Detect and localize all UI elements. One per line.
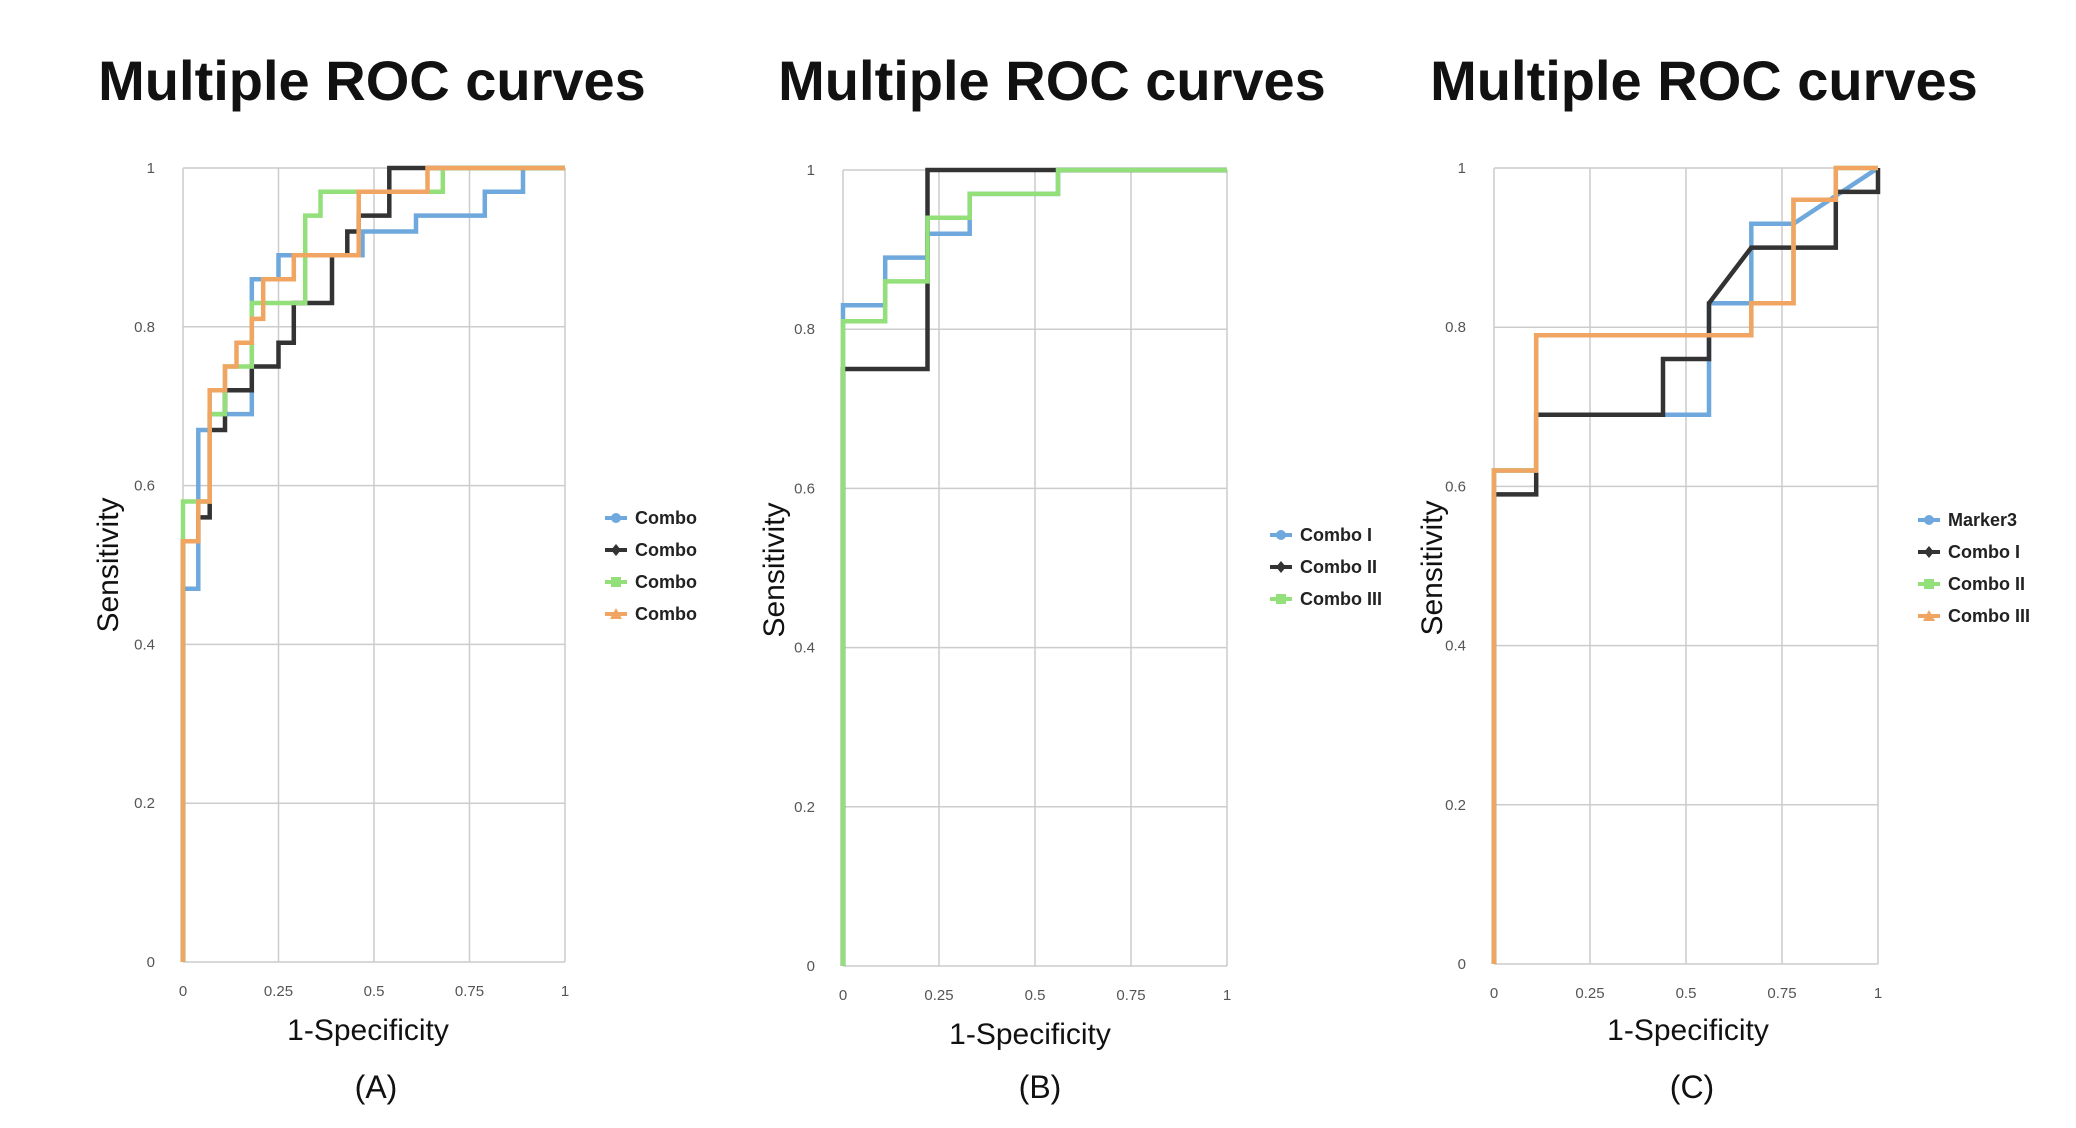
legend-marker [1276, 561, 1286, 573]
y-tick-label: 0.8 [134, 319, 155, 336]
x-tick-label: 0 [1490, 985, 1498, 1002]
x-tick-label: 0.25 [1575, 985, 1604, 1002]
ticks: 0 0.25 0.5 0.75 1 0 0.2 0.4 0.6 0.8 1 [134, 160, 569, 1000]
ticks: 0 0.25 0.5 0.75 1 0 0.2 0.4 0.6 0.8 1 [1445, 160, 1882, 1002]
legend-label: Combo III [635, 572, 700, 592]
legend-item: Combo I [1918, 542, 2020, 562]
legend-label: Combo II [1300, 557, 1377, 577]
y-tick-label: 0.2 [134, 795, 155, 812]
y-tick-label: 0.4 [1445, 638, 1466, 655]
chart-title: Multiple ROC curves [98, 49, 646, 112]
x-axis-label: 1-Specificity [949, 1018, 1111, 1051]
y-axis-label: Sensitivity [92, 497, 125, 632]
legend-marker [1923, 610, 1935, 621]
legend-label: Combo I [635, 508, 700, 528]
y-tick-label: 0.2 [794, 799, 815, 816]
legend-marker [610, 608, 622, 619]
x-tick-label: 1 [1223, 987, 1231, 1004]
legend-marker [1924, 579, 1934, 589]
x-axis-label: 1-Specificity [1607, 1014, 1769, 1047]
grid [182, 167, 566, 963]
legend-marker [611, 577, 621, 587]
legend-item: Combo II [1270, 557, 1377, 577]
legend-label: Combo II [635, 540, 700, 560]
y-axis-label: Sensitivity [758, 502, 791, 637]
legend-marker [1924, 515, 1934, 525]
x-tick-label: 1 [561, 983, 569, 1000]
x-tick-label: 0 [179, 983, 187, 1000]
x-tick-label: 1 [1874, 985, 1882, 1002]
roc-curve-combo-iii [840, 167, 1227, 966]
x-tick-label: 0.75 [455, 983, 484, 1000]
y-tick-label: 0 [1458, 956, 1466, 973]
legend-item: Combo III [1270, 589, 1382, 609]
y-tick-label: 0 [807, 958, 815, 975]
legend: Combo I Combo II Combo III [1270, 525, 1382, 609]
panel-caption: (A) [355, 1069, 398, 1105]
grid [842, 169, 1228, 967]
y-tick-label: 0.4 [134, 636, 155, 653]
x-tick-label: 0.5 [364, 983, 385, 1000]
legend-item: Marker3 [1918, 510, 2017, 530]
legend-item: Combo I [1270, 525, 1372, 545]
legend: Combo I Combo II Combo III Combo IV [605, 508, 700, 624]
legend-item: Combo II [605, 540, 700, 560]
y-tick-label: 1 [807, 162, 815, 179]
y-tick-label: 0.2 [1445, 797, 1466, 814]
grid [1493, 167, 1879, 965]
legend-item: Combo III [605, 572, 700, 592]
roc-panel-b: Multiple ROC curves 0 0.25 0.5 0.75 1 0 0.2 0.4… [758, 49, 1382, 1105]
panel-caption: (C) [1670, 1069, 1714, 1105]
legend-marker [1276, 530, 1286, 540]
legend-label: Combo II [1948, 574, 2025, 594]
y-tick-label: 0.8 [1445, 319, 1466, 336]
chart-title: Multiple ROC curves [778, 49, 1326, 112]
curves [1491, 165, 1881, 964]
y-tick-label: 1 [147, 160, 155, 177]
legend-label: Combo IV [635, 604, 700, 624]
y-tick-label: 0 [147, 954, 155, 971]
roc-panel-c: Multiple ROC curves 0 0.25 0.5 0.75 1 0 0.2 0.4… [1416, 49, 2030, 1105]
x-tick-label: 0.5 [1025, 987, 1046, 1004]
x-tick-label: 0.25 [924, 987, 953, 1004]
roc-panel-a: Multiple ROC curves 0 0.25 0.5 0.75 1 0 0.2 0.4… [92, 49, 700, 1105]
y-tick-label: 0.6 [1445, 478, 1466, 495]
roc-curve-combo-i [180, 165, 565, 962]
y-tick-label: 0.6 [794, 480, 815, 497]
x-tick-label: 0.25 [264, 983, 293, 1000]
y-tick-label: 0.8 [794, 321, 815, 338]
curves [840, 167, 1227, 966]
roc-curve-combo-iv [180, 165, 565, 962]
legend-marker [1276, 594, 1286, 604]
y-tick-label: 1 [1458, 160, 1466, 177]
x-tick-label: 0.75 [1767, 985, 1796, 1002]
legend-item: Combo II [1918, 574, 2025, 594]
x-axis-label: 1-Specificity [287, 1014, 449, 1047]
legend-item: Combo I [605, 508, 700, 528]
legend: Marker3 Combo I Combo II Combo III [1918, 510, 2030, 626]
x-tick-label: 0.5 [1676, 985, 1697, 1002]
y-axis-label: Sensitivity [1416, 500, 1449, 635]
legend-marker [611, 513, 621, 523]
legend-item: Combo III [1918, 606, 2030, 626]
x-tick-label: 0.75 [1116, 987, 1145, 1004]
legend-marker [611, 544, 621, 556]
roc-curve-combo-iii [1491, 165, 1878, 964]
ticks: 0 0.25 0.5 0.75 1 0 0.2 0.4 0.6 0.8 1 [794, 162, 1231, 1004]
chart-title: Multiple ROC curves [1430, 49, 1978, 112]
y-tick-label: 0.4 [794, 640, 815, 657]
legend-label: Combo III [1300, 589, 1382, 609]
legend-label: Marker3 [1948, 510, 2017, 530]
legend-marker [1924, 546, 1934, 558]
x-tick-label: 0 [839, 987, 847, 1004]
legend-label: Combo I [1948, 542, 2020, 562]
legend-label: Combo I [1300, 525, 1372, 545]
legend-item: Combo IV [605, 604, 700, 624]
y-tick-label: 0.6 [134, 478, 155, 495]
curves [180, 165, 565, 962]
panel-caption: (B) [1019, 1069, 1062, 1105]
legend-label: Combo III [1948, 606, 2030, 626]
